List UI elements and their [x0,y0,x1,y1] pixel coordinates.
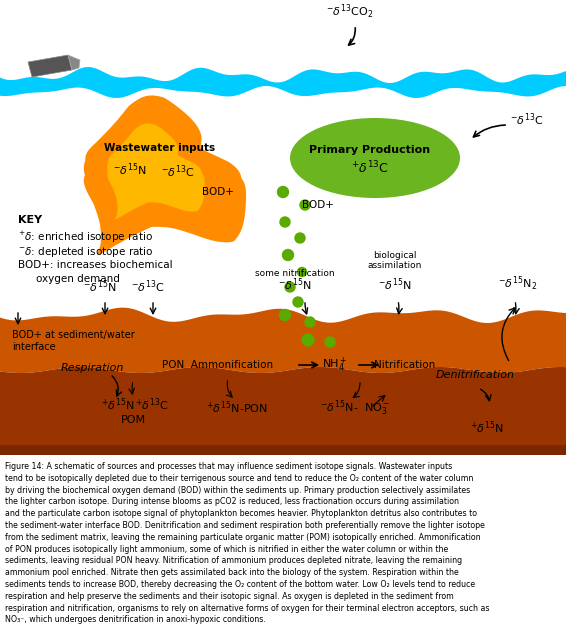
Polygon shape [108,123,205,219]
Text: $^{-}\delta$: depleted isotope ratio: $^{-}\delta$: depleted isotope ratio [18,245,153,259]
Text: Primary Production: Primary Production [310,145,431,155]
Text: $^{+}\delta^{13}$C: $^{+}\delta^{13}$C [351,160,389,176]
Text: Figure 14: A schematic of sources and processes that may influence sediment isot: Figure 14: A schematic of sources and pr… [5,462,490,624]
Text: Respiration: Respiration [61,363,124,373]
Circle shape [277,187,289,197]
Text: $^{+}\delta^{15}$N: $^{+}\delta^{15}$N [101,397,135,413]
Text: Wastewater inputs: Wastewater inputs [105,143,216,153]
Text: BOD+: increases biochemical: BOD+: increases biochemical [18,260,173,270]
Text: interface: interface [12,342,55,352]
Text: $^{+}\delta^{13}$C: $^{+}\delta^{13}$C [135,397,169,413]
Text: POM: POM [121,415,145,425]
Text: some nitrification: some nitrification [255,269,335,278]
Text: Denitrification: Denitrification [435,370,514,380]
Text: $^{-}\delta^{15}$N-  NO$_3^-$: $^{-}\delta^{15}$N- NO$_3^-$ [320,398,390,418]
Circle shape [293,297,303,307]
Circle shape [305,317,315,327]
Text: $^{+}\delta$: enriched isotope ratio: $^{+}\delta$: enriched isotope ratio [18,230,153,245]
Text: $^{-}\delta^{15}$N: $^{-}\delta^{15}$N [278,277,312,293]
Polygon shape [0,367,566,455]
Polygon shape [84,95,246,254]
Text: Nitrification: Nitrification [374,360,436,370]
Text: $^{-}\delta^{13}$CO$_2$: $^{-}\delta^{13}$CO$_2$ [326,3,374,21]
Text: $^{-}\delta^{15}$N: $^{-}\delta^{15}$N [113,162,147,178]
Circle shape [325,337,335,347]
Text: biological
assimilation: biological assimilation [368,250,422,270]
Circle shape [298,268,307,277]
Text: $^{+}\delta^{15}$N-PON: $^{+}\delta^{15}$N-PON [206,400,268,416]
Circle shape [300,200,310,210]
Circle shape [282,249,294,261]
Polygon shape [0,67,566,98]
Ellipse shape [290,118,460,198]
Circle shape [295,233,305,243]
Circle shape [302,334,314,346]
Text: PON  Ammonification: PON Ammonification [162,360,273,370]
Text: $^{-}\delta^{13}$C: $^{-}\delta^{13}$C [510,112,544,128]
Text: $^{-}\delta^{15}$N: $^{-}\delta^{15}$N [83,279,117,295]
Polygon shape [0,307,566,373]
Text: BOD+ at sediment/water: BOD+ at sediment/water [12,330,135,340]
Circle shape [285,282,295,292]
Circle shape [280,217,290,227]
Text: $^{-}\delta^{13}$C: $^{-}\delta^{13}$C [161,164,195,180]
Text: $^{-}\delta^{13}$C: $^{-}\delta^{13}$C [131,279,165,295]
Text: BOD+: BOD+ [302,200,334,210]
Text: NH$_4^+$: NH$_4^+$ [322,356,348,374]
Text: oxygen demand: oxygen demand [36,274,120,284]
Text: $^{-}\delta^{15}$N$_2$: $^{-}\delta^{15}$N$_2$ [498,275,538,293]
Polygon shape [68,55,80,70]
Polygon shape [28,55,72,77]
Circle shape [280,309,290,321]
Text: BOD+: BOD+ [202,187,234,197]
Text: KEY: KEY [18,215,42,225]
Polygon shape [0,445,566,455]
Text: $^{+}\delta^{15}$N: $^{+}\delta^{15}$N [470,420,504,436]
Text: $^{-}\delta^{15}$N: $^{-}\delta^{15}$N [378,277,412,293]
